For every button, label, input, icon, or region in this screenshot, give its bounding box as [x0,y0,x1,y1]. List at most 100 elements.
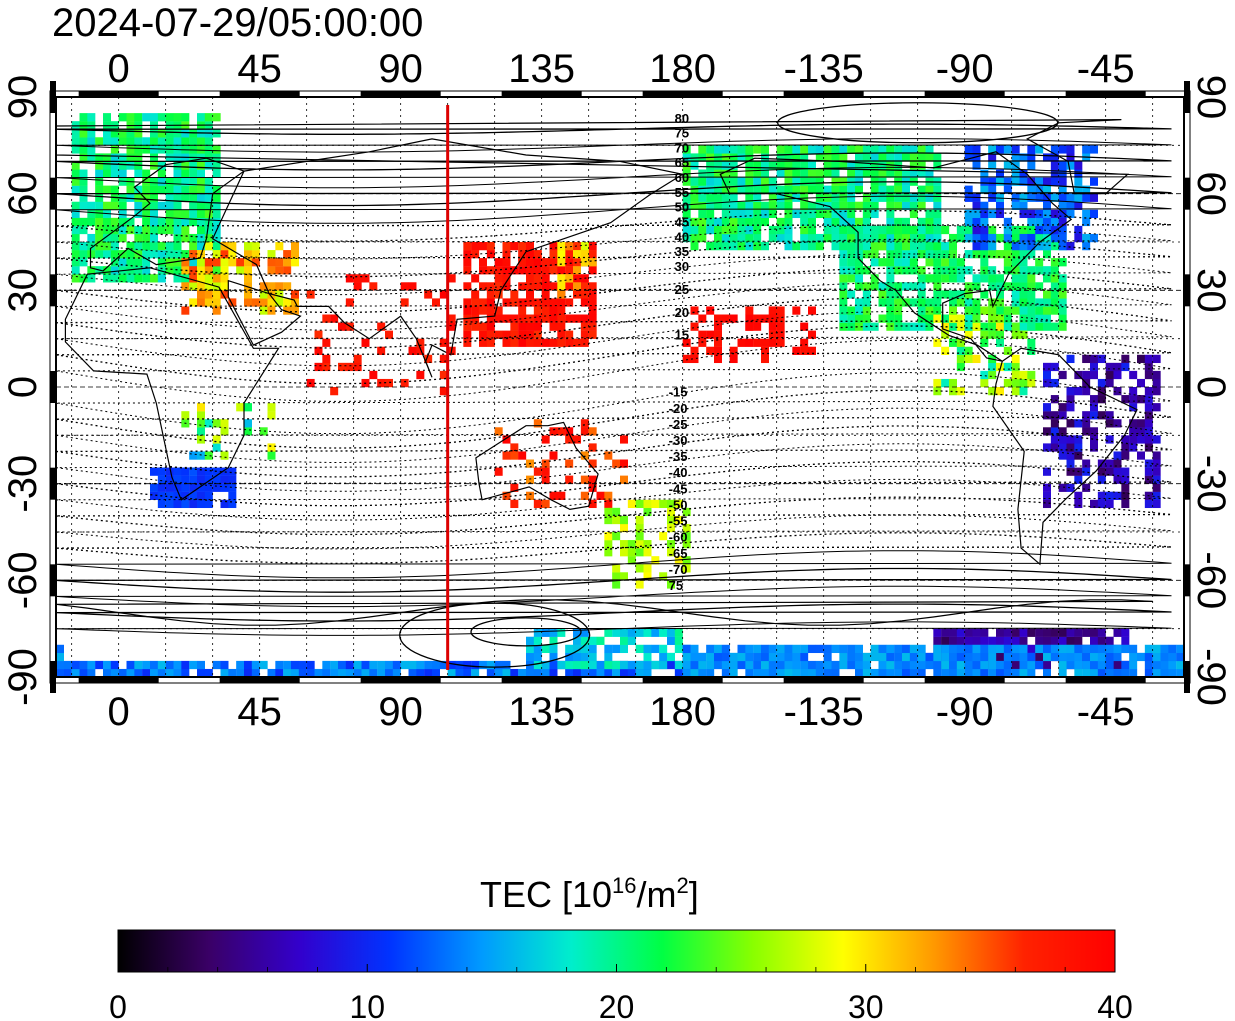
tec-cell [557,298,566,307]
tec-cell [212,242,221,251]
tec-cell [643,507,652,517]
tec-cell [213,677,221,685]
tec-cell [150,660,158,670]
tec-cell [808,217,816,227]
tec-cell [870,242,879,251]
tec-cell [204,113,213,122]
tec-cell [776,330,785,339]
tec-cell [620,435,628,444]
tec-cell [526,475,534,484]
tec-cell [103,242,111,251]
tec-cell [941,628,950,637]
tec-cell [157,177,166,186]
tec-cell [1090,362,1098,372]
tec-cell [698,338,707,347]
tec-cell [486,290,495,299]
tec-cell [870,652,879,662]
tec-cell [439,338,448,347]
tec-cell [181,193,190,202]
tec-cell [612,459,621,468]
tec-cell [228,242,237,251]
tec-cell [1035,242,1044,251]
tec-cell [745,225,754,235]
tec-cell [87,266,96,275]
tec-cell [251,258,260,267]
tec-cell [541,467,550,476]
tec-cell [212,475,221,484]
tec-cell [800,346,809,355]
tec-cell [1074,491,1083,500]
tec-cell [604,491,613,500]
tec-cell [275,290,284,299]
tec-cell [557,250,566,259]
tec-cell [643,548,652,557]
tec-cell [1003,660,1012,670]
tec-cell [894,258,903,267]
tec-cell [1035,193,1044,202]
tec-cell [761,644,769,654]
coastlines [56,119,1153,626]
frame-tick [1184,81,1190,113]
tec-cell [1027,274,1036,283]
tec-cell [1113,668,1122,677]
tec-cell [189,660,198,670]
top-longitude-labels: 0 45 90 135 180 -135 -90 -45 [108,47,1135,91]
tec-cell [1082,217,1091,227]
tec-cell [1090,209,1098,219]
tec-cell [110,185,119,194]
tec-cell [189,298,198,307]
tec-cell [753,193,762,202]
contour-line [56,372,1172,435]
tec-cell [1027,290,1036,299]
tec-cell [204,233,213,243]
tec-cell [173,242,182,251]
tec-cell [909,282,918,291]
tec-cell [1050,322,1059,331]
tec-cell [502,668,511,677]
tec-cell [1027,338,1036,347]
tec-cell [486,250,495,259]
tec-cell [862,233,871,243]
tec-cell [204,161,213,170]
tec-cell [220,660,229,670]
tec-cell [541,628,550,637]
tec-cell [573,314,581,323]
tec-cell [862,298,871,307]
tec-cell [604,540,613,549]
tec-cell [1011,362,1020,372]
tec-cell [197,266,205,275]
tec-cell [1066,419,1075,428]
tec-cell [1058,314,1067,323]
tec-cell [996,652,1004,662]
tec-cell [925,652,934,662]
tec-cell [737,177,746,186]
tec-cell [847,193,856,202]
tec-cell [526,250,534,259]
tec-cell [1043,499,1051,509]
tec-cell [197,169,205,178]
tec-cell [643,668,652,677]
tec-cell [204,491,213,500]
tec-cell [541,475,550,484]
tec-cell [847,225,856,235]
tec-cell [1019,652,1028,662]
tec-cell [620,677,628,685]
tec-cell [925,306,934,315]
tec-cell [753,145,762,154]
tec-cell [557,242,566,251]
tec-cell [1066,242,1075,251]
tec-cell [103,266,111,275]
tec-cell [518,298,527,307]
tec-cell [784,209,793,219]
tec-cell [510,298,519,307]
tec-cell [103,201,111,210]
tec-cell [831,177,840,186]
tec-cell [706,652,715,662]
tec-cell [580,652,589,662]
tec-cell [1137,378,1145,388]
tec-cell [71,201,80,210]
tec-cell [862,242,871,251]
tec-cell [721,644,730,654]
tec-cell [157,266,166,275]
tec-cell [197,137,205,146]
